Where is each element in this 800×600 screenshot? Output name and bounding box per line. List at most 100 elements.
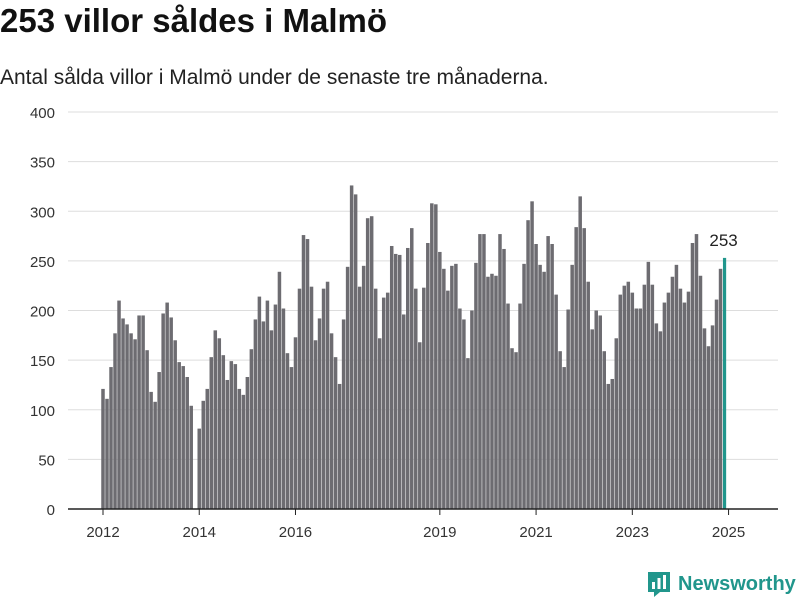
bar bbox=[630, 292, 635, 509]
bar bbox=[133, 339, 137, 509]
bar bbox=[377, 338, 382, 509]
bar bbox=[237, 388, 242, 509]
bar bbox=[626, 281, 631, 509]
bar bbox=[634, 308, 639, 509]
bar bbox=[678, 288, 683, 509]
bar bbox=[249, 349, 254, 509]
bar bbox=[586, 281, 590, 509]
bar bbox=[446, 290, 450, 509]
bar bbox=[518, 303, 522, 509]
bar bbox=[534, 244, 538, 509]
bar bbox=[197, 428, 201, 509]
bar bbox=[277, 271, 282, 509]
bar bbox=[474, 262, 478, 509]
bar bbox=[201, 400, 205, 509]
y-tick-label: 400 bbox=[30, 105, 55, 122]
bar bbox=[554, 294, 558, 509]
bar bbox=[578, 196, 582, 510]
bar bbox=[341, 319, 346, 509]
bar bbox=[686, 291, 691, 509]
bar bbox=[253, 319, 258, 509]
bar bbox=[393, 253, 398, 509]
bar bbox=[638, 308, 643, 509]
bar bbox=[181, 366, 185, 509]
bar bbox=[682, 302, 687, 509]
x-tick-label: 2023 bbox=[616, 524, 649, 541]
y-tick-label: 50 bbox=[38, 452, 55, 469]
newsworthy-logo-icon bbox=[648, 572, 670, 597]
bar bbox=[317, 318, 322, 509]
bar bbox=[566, 309, 570, 509]
bar bbox=[666, 292, 671, 509]
bar bbox=[574, 227, 578, 509]
bar bbox=[406, 247, 410, 509]
bar bbox=[153, 401, 157, 509]
bar bbox=[209, 357, 214, 509]
bar bbox=[642, 284, 647, 509]
bar bbox=[137, 315, 141, 509]
bar bbox=[337, 383, 342, 509]
bar bbox=[430, 203, 434, 509]
bar bbox=[442, 268, 446, 509]
bar bbox=[369, 216, 374, 509]
x-tick-label: 2014 bbox=[183, 524, 216, 541]
bar bbox=[225, 379, 230, 509]
bar bbox=[542, 271, 546, 509]
bar bbox=[594, 310, 598, 509]
bar bbox=[426, 243, 430, 509]
bar bbox=[614, 338, 619, 509]
y-tick-label: 300 bbox=[30, 204, 55, 221]
x-tick-label: 2012 bbox=[86, 524, 119, 541]
y-tick-label: 0 bbox=[47, 502, 55, 519]
bar bbox=[117, 300, 121, 509]
x-tick-label: 2021 bbox=[519, 524, 552, 541]
bar bbox=[261, 321, 266, 509]
bar bbox=[233, 364, 238, 509]
bar bbox=[357, 286, 362, 509]
bar bbox=[454, 263, 458, 509]
bar bbox=[550, 244, 554, 509]
bar bbox=[265, 300, 270, 509]
bar bbox=[229, 361, 234, 509]
bar bbox=[329, 333, 334, 509]
bar bbox=[490, 273, 494, 509]
bar bbox=[522, 263, 526, 509]
y-tick-label: 350 bbox=[30, 155, 55, 172]
bar bbox=[462, 319, 466, 509]
bar bbox=[297, 288, 302, 509]
bar bbox=[690, 243, 695, 509]
bar bbox=[361, 265, 366, 509]
bar bbox=[562, 367, 566, 509]
bar bbox=[381, 297, 386, 509]
bar bbox=[654, 323, 659, 509]
bar bbox=[478, 234, 482, 509]
bar bbox=[650, 284, 655, 509]
bar bbox=[165, 302, 169, 509]
bar bbox=[570, 264, 574, 509]
y-tick-label: 100 bbox=[30, 403, 55, 420]
x-tick-label: 2019 bbox=[423, 524, 456, 541]
bar bbox=[658, 331, 663, 509]
bar bbox=[450, 265, 454, 509]
bar bbox=[129, 333, 133, 509]
bar bbox=[281, 308, 286, 509]
bar bbox=[205, 388, 210, 509]
bar bbox=[670, 276, 675, 509]
bar bbox=[402, 314, 406, 509]
bar bbox=[285, 353, 290, 509]
bar bbox=[714, 299, 719, 509]
bar bbox=[221, 355, 226, 509]
x-tick-label: 2016 bbox=[279, 524, 312, 541]
brand-name: Newsworthy bbox=[678, 572, 796, 595]
bar bbox=[470, 310, 474, 509]
y-tick-label: 250 bbox=[30, 254, 55, 271]
bar bbox=[618, 294, 623, 509]
bar bbox=[113, 333, 117, 509]
bar bbox=[257, 296, 262, 509]
bar bbox=[622, 285, 627, 509]
bar bbox=[273, 304, 278, 509]
y-tick-label: 150 bbox=[30, 353, 55, 370]
bar bbox=[706, 346, 711, 509]
bar bbox=[662, 302, 667, 509]
bar bbox=[466, 358, 470, 509]
